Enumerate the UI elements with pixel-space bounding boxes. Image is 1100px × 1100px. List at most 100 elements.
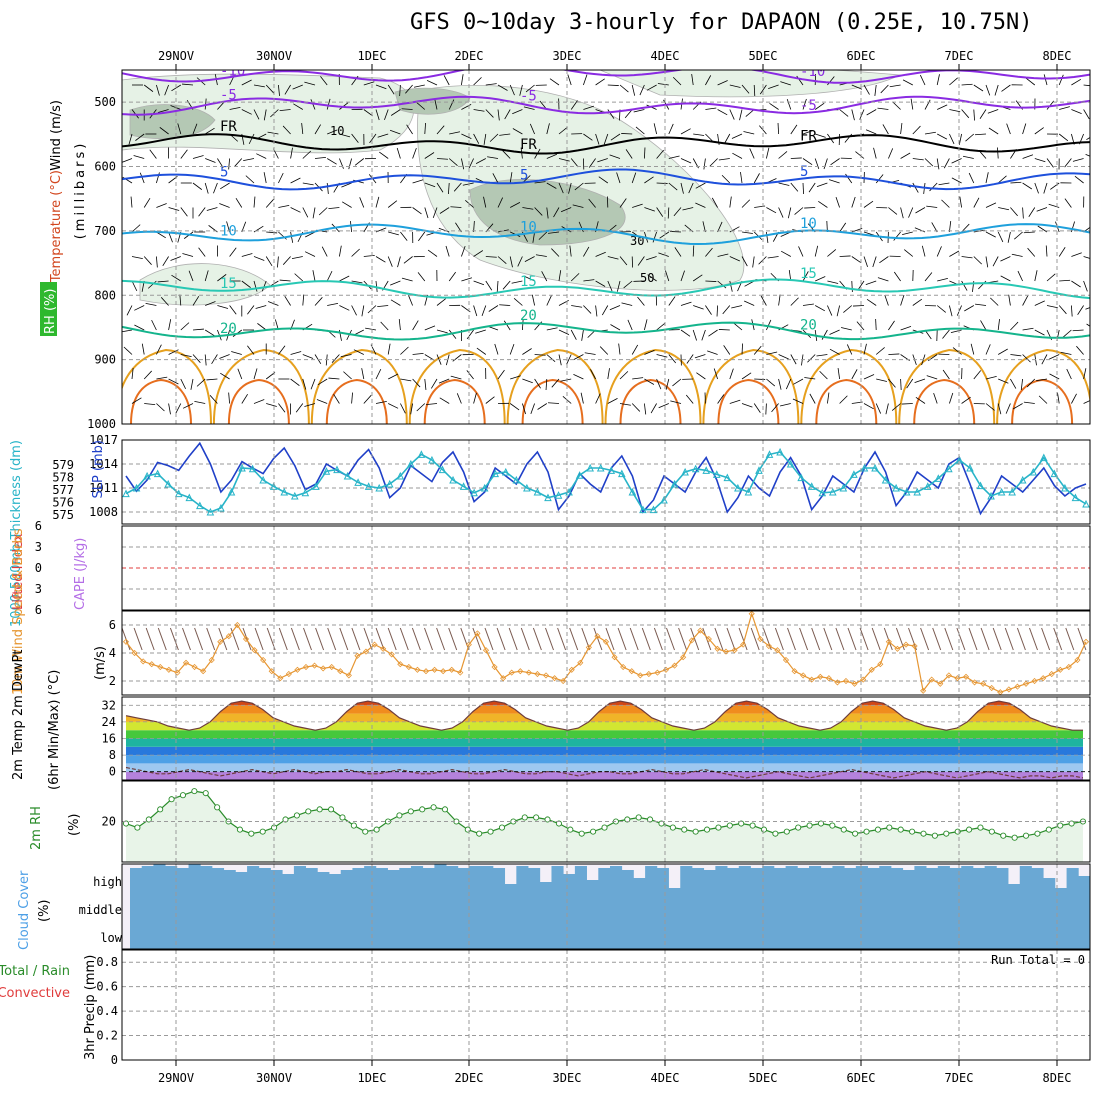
wind-barb [792,398,804,404]
wind-barb [721,174,731,184]
wind-barb [693,305,704,310]
wind-barb [485,256,497,258]
wind-barb [475,158,486,165]
wind-barb [151,319,157,331]
wind-barb [1083,400,1090,404]
wind-speed-marker [1040,675,1047,682]
wind-speed-marker [277,675,284,682]
wind-barb [607,368,610,380]
cloud-high-bar [785,866,798,888]
wind-barb [439,397,450,404]
temp-band [126,705,1083,714]
wind-barb [997,147,999,159]
wind-speed-marker [842,677,850,685]
rh-marker [966,826,973,833]
li-tick: 3 [35,582,42,596]
wind-contour [604,348,702,424]
wind-barb [607,84,619,86]
wind-tick: 6 [109,618,116,632]
wind-speed-marker [808,676,815,683]
wind-barb [198,247,206,257]
wind-speed-marker [542,672,550,679]
date-label-top: 1DEC [358,49,387,63]
pressure-tick: 600 [94,160,116,174]
thickness-marker [1071,493,1080,502]
wind-speed-marker [1014,683,1021,690]
cloud-high-bar [855,866,868,888]
wind-barb [578,221,584,233]
wind-contour [521,378,584,424]
wind-barb [819,370,828,380]
wind-barb [839,222,847,233]
wind-barb [412,352,424,355]
rh-area [129,104,216,140]
wind-barb [779,403,791,407]
rh-marker [1057,822,1064,829]
wind-barb [560,207,572,213]
wind-barb [670,400,682,404]
wind-barb [656,207,664,217]
wind-barb [891,403,901,411]
wind-speed-marker [602,638,610,645]
wind-barb [489,133,499,142]
wind10m-unit: (m/s) [93,646,108,680]
date-label-top: 30NOV [256,49,292,63]
wind-barb [126,305,133,316]
wind-contour [717,378,780,424]
wind-barb [882,124,889,135]
wind-barb [595,393,601,404]
isotherm-label: 20 [520,308,537,324]
wind-barb [570,158,579,168]
thickness-marker [691,464,700,473]
wind-barb [941,199,950,208]
precip-tick: 0.6 [96,980,118,994]
wind-barb [156,231,166,239]
wind-barb [1072,329,1084,332]
wind-barb [439,207,450,214]
thickness-marker [765,450,774,458]
wind-barb [998,207,1010,211]
wind-speed-marker [860,676,867,683]
wind-barb [1001,84,1011,92]
thickness-tick: 579 [52,458,74,472]
cloud-high-bar [141,866,154,888]
wind-barb [534,207,543,216]
wind-barb [343,371,352,380]
wind-barb [598,176,609,184]
wind-barb [711,197,718,208]
wind-barb [277,256,279,268]
wind-barb [647,274,657,282]
wind-barb [877,277,889,282]
wind-barb [668,354,677,364]
cloud-high-bar [422,868,435,888]
wind-barb [247,345,255,355]
wind-barb [175,403,182,414]
wind-barb [1049,373,1060,380]
cloud-high-bar [200,866,213,888]
wind-barb [397,256,401,268]
precip-panel: 0 0.2 0.4 0.6 0.8 Run Total = 0 3hr Precip (mm… [0,953,1090,1067]
thickness-line [125,451,1087,513]
wind-barb [206,207,218,211]
wind10m-barb [968,627,978,651]
wind-barb [1012,403,1023,410]
wind-barb [424,378,427,390]
pressure-tick: 500 [94,95,116,109]
wind-barb [908,207,914,218]
wind-barb [616,280,621,292]
wind-barb [1062,329,1072,338]
wind-speed-marker [945,672,952,679]
wind-barb [241,109,252,115]
wind-speed-marker [1022,680,1030,687]
wind-barb [1095,344,1096,355]
wind-barb [204,182,209,194]
rh-marker [874,826,881,833]
wind-barb [510,201,521,208]
cloud-high-bar [340,870,353,888]
wind-barb [558,158,570,162]
wind-barb [731,305,743,309]
wind-barb [790,297,799,306]
cloud-high-bar [809,866,822,888]
wind-barb [851,196,856,208]
